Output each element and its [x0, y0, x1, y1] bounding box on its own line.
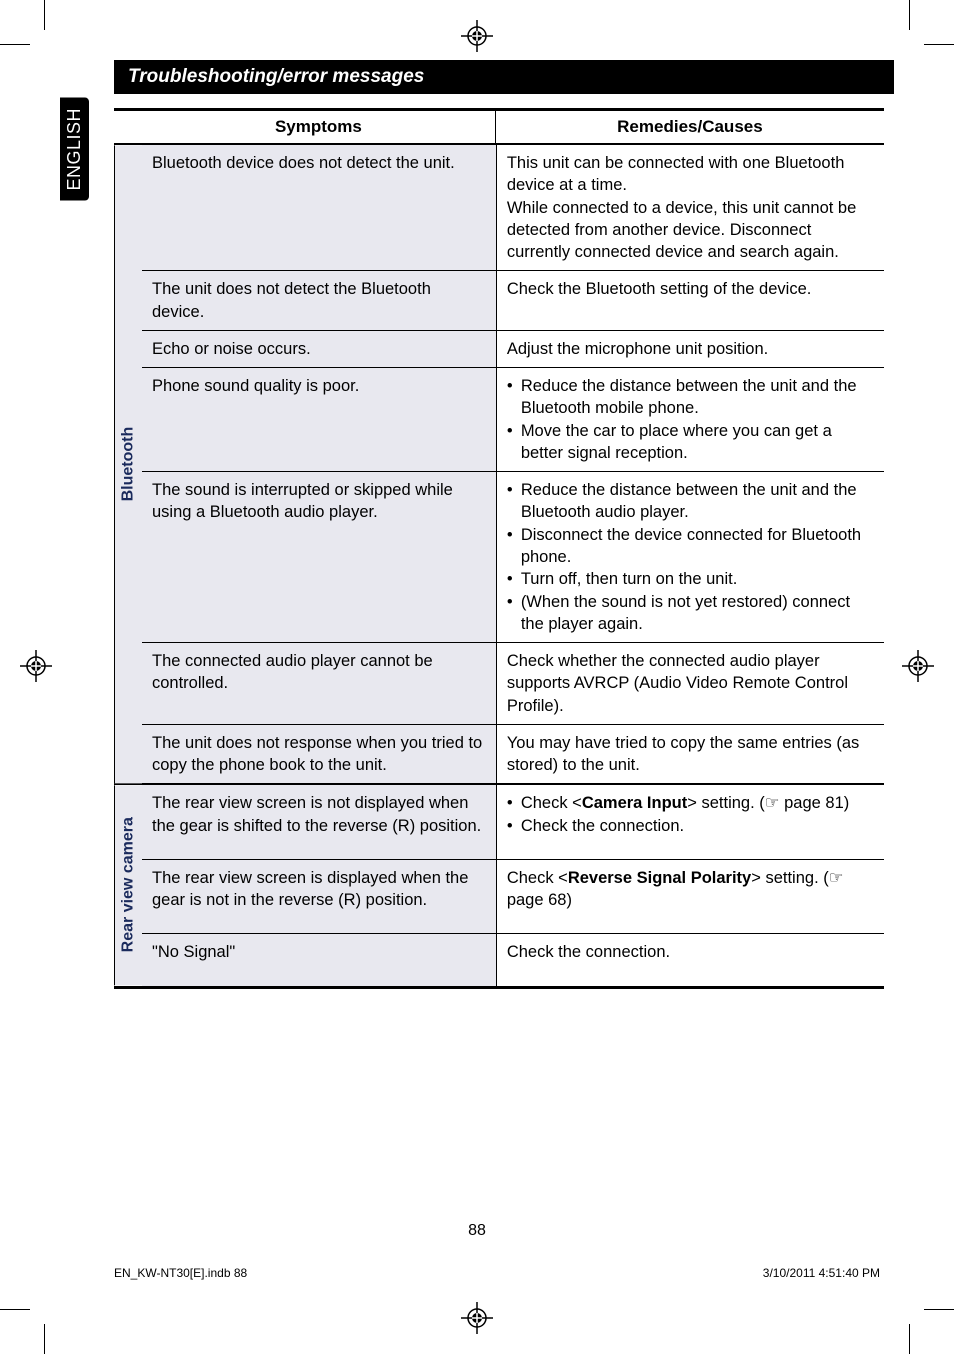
remedy-cell: Check whether the connected audio player… [497, 643, 884, 724]
symptom-cell: "No Signal" [142, 934, 497, 985]
troubleshooting-table: Symptoms Remedies/Causes BluetoothBlueto… [114, 108, 884, 989]
table-row: The connected audio player cannot be con… [142, 642, 884, 724]
symptom-cell: The sound is interrupted or skipped whil… [142, 472, 497, 642]
crop-mark [0, 1309, 30, 1310]
remedy-list: Reduce the distance between the unit and… [507, 375, 874, 464]
table-row: Bluetooth device does not detect the uni… [142, 145, 884, 270]
remedy-text: Check <Reverse Signal Polarity> setting.… [507, 867, 874, 912]
symptom-cell: Phone sound quality is poor. [142, 368, 497, 471]
remedy-cell: This unit can be connected with one Blue… [497, 145, 884, 270]
table-header-row: Symptoms Remedies/Causes [114, 111, 884, 145]
remedy-list-item: Check the connection. [507, 815, 874, 837]
registration-mark-icon [461, 1302, 493, 1334]
crop-mark [909, 1324, 910, 1354]
table-section: BluetoothBluetooth device does not detec… [114, 145, 884, 783]
crop-mark [44, 1324, 45, 1354]
registration-mark-icon [20, 650, 52, 682]
symptom-cell: The connected audio player cannot be con… [142, 643, 497, 724]
table-row: The rear view screen is displayed when t… [142, 859, 884, 934]
table-row: The rear view screen is not displayed wh… [142, 785, 884, 859]
remedy-cell: Check the Bluetooth setting of the devic… [497, 271, 884, 330]
crop-mark [924, 44, 954, 45]
table-row: Echo or noise occurs. Adjust the micropho… [142, 330, 884, 367]
remedy-list: Check <Camera Input> setting. (☞ page 81… [507, 792, 874, 837]
symptom-cell: The unit does not detect the Bluetooth d… [142, 271, 497, 330]
table-section: Rear view cameraThe rear view screen is … [114, 783, 884, 985]
table-row: Phone sound quality is poor.Reduce the d… [142, 367, 884, 471]
crop-mark [909, 0, 910, 30]
crop-mark [0, 44, 30, 45]
section-rows: Bluetooth device does not detect the uni… [142, 145, 884, 783]
symptom-cell: The rear view screen is not displayed wh… [142, 785, 497, 859]
remedy-list-item: Move the car to place where you can get … [507, 420, 874, 465]
page-content: ENGLISH Troubleshooting/error messages S… [60, 60, 894, 1294]
remedy-text: Check whether the connected audio player… [507, 650, 874, 717]
header-symptoms: Symptoms [142, 111, 496, 143]
page-number: 88 [60, 1222, 894, 1240]
remedy-list-item: Disconnect the device connected for Blue… [507, 524, 874, 569]
category-label: Bluetooth [114, 145, 142, 783]
remedy-cell: Check <Reverse Signal Polarity> setting.… [497, 860, 884, 934]
category-label: Rear view camera [114, 785, 142, 985]
remedy-text: Check the connection. [507, 941, 874, 963]
footer-filename: EN_KW-NT30[E].indb 88 [114, 1266, 247, 1280]
remedy-cell: Reduce the distance between the unit and… [497, 368, 884, 471]
footer-timestamp: 3/10/2011 4:51:40 PM [763, 1266, 880, 1280]
remedy-list-item: Check <Camera Input> setting. (☞ page 81… [507, 792, 874, 814]
remedy-text: You may have tried to copy the same entr… [507, 732, 874, 777]
remedy-list-item: (When the sound is not yet restored) con… [507, 591, 874, 636]
remedy-cell: You may have tried to copy the same entr… [497, 725, 884, 784]
crop-mark [44, 0, 45, 30]
symptom-cell: Bluetooth device does not detect the uni… [142, 145, 497, 270]
registration-mark-icon [902, 650, 934, 682]
section-title: Troubleshooting/error messages [114, 60, 894, 94]
header-blank [114, 111, 142, 143]
remedy-cell: Adjust the microphone unit position. [497, 331, 884, 367]
remedy-text: This unit can be connected with one Blue… [507, 152, 874, 197]
table-row: The sound is interrupted or skipped whil… [142, 471, 884, 642]
remedy-list-item: Reduce the distance between the unit and… [507, 375, 874, 420]
remedy-cell: Check <Camera Input> setting. (☞ page 81… [497, 785, 884, 859]
remedy-text: While connected to a device, this unit c… [507, 197, 874, 264]
section-rows: The rear view screen is not displayed wh… [142, 785, 884, 985]
symptom-cell: The rear view screen is displayed when t… [142, 860, 497, 934]
header-remedies: Remedies/Causes [496, 111, 884, 143]
crop-mark [924, 1309, 954, 1310]
remedy-list-item: Turn off, then turn on the unit. [507, 568, 874, 590]
remedy-list-item: Reduce the distance between the unit and… [507, 479, 874, 524]
remedy-text: Adjust the microphone unit position. [507, 338, 874, 360]
remedy-cell: Check the connection. [497, 934, 884, 985]
table-row: "No Signal" Check the connection. [142, 933, 884, 985]
symptom-cell: Echo or noise occurs. [142, 331, 497, 367]
remedy-text: Check the Bluetooth setting of the devic… [507, 278, 874, 300]
symptom-cell: The unit does not response when you trie… [142, 725, 497, 784]
table-row: The unit does not response when you trie… [142, 724, 884, 784]
registration-mark-icon [461, 20, 493, 52]
remedy-list: Reduce the distance between the unit and… [507, 479, 874, 635]
table-row: The unit does not detect the Bluetooth d… [142, 270, 884, 330]
language-tab: ENGLISH [60, 98, 89, 201]
remedy-cell: Reduce the distance between the unit and… [497, 472, 884, 642]
